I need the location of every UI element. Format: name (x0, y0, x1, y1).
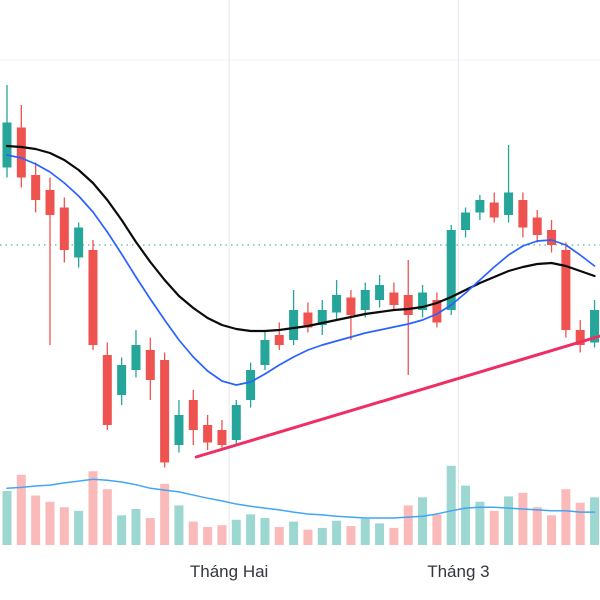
x-axis-label-february: Tháng Hai (189, 562, 269, 581)
x-axis-label-march: Tháng 3 (427, 562, 490, 581)
